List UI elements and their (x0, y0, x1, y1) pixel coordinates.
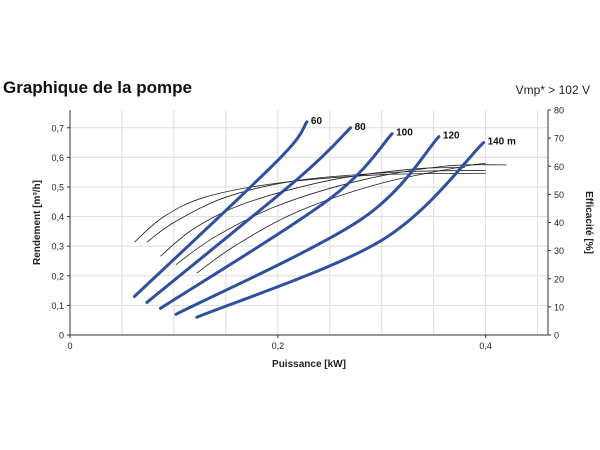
y-axis-title: Rendement [m³/h] (32, 180, 43, 265)
y2-tick-label: 30 (554, 246, 564, 256)
x-tick-label: 0,2 (272, 341, 285, 351)
plot-area (70, 110, 548, 335)
y-tick-label: 0,5 (51, 182, 64, 192)
efficiency-curve (134, 172, 486, 243)
y2-tick-label: 80 (554, 106, 564, 116)
series-label: 100 (396, 128, 413, 139)
y2-tick-label: 50 (554, 190, 564, 200)
head-curve (174, 135, 441, 316)
y2-axis-title: Efficacité [%] (583, 191, 594, 254)
y2-tick-label: 20 (554, 274, 564, 284)
y-tick-label: 0,4 (51, 212, 64, 222)
x-tick-label: 0 (67, 341, 72, 351)
y-tick-label: 0,6 (51, 153, 64, 163)
voltage-condition: Vmp* > 102 V (515, 83, 590, 97)
y-tick-label: 0,3 (51, 242, 64, 252)
series-label: 60 (311, 116, 323, 127)
efficiency-curve (196, 163, 486, 274)
y-tick-label: 0,1 (51, 301, 64, 311)
y2-tick-label: 40 (554, 218, 564, 228)
head-curve (195, 141, 486, 319)
series-label: 80 (355, 122, 367, 133)
y-tick-label: 0,2 (51, 271, 64, 281)
head-curve (145, 126, 353, 304)
efficiency-curve (175, 164, 507, 266)
series-label: 140 m (488, 137, 516, 148)
series-label: 120 (443, 131, 460, 142)
head-curve (132, 120, 309, 299)
efficiency-curve (146, 170, 486, 243)
page-title: Graphique de la pompe (3, 78, 192, 97)
x-tick-label: 0,4 (479, 341, 492, 351)
y-tick-label: 0,7 (51, 123, 64, 133)
y2-tick-label: 60 (554, 162, 564, 172)
head-curve (158, 132, 394, 310)
y-tick-label: 0 (59, 331, 64, 341)
x-axis-title: Puissance [kW] (272, 359, 346, 370)
y2-tick-label: 0 (554, 331, 559, 341)
y2-tick-label: 10 (554, 302, 564, 312)
y2-tick-label: 70 (554, 134, 564, 144)
